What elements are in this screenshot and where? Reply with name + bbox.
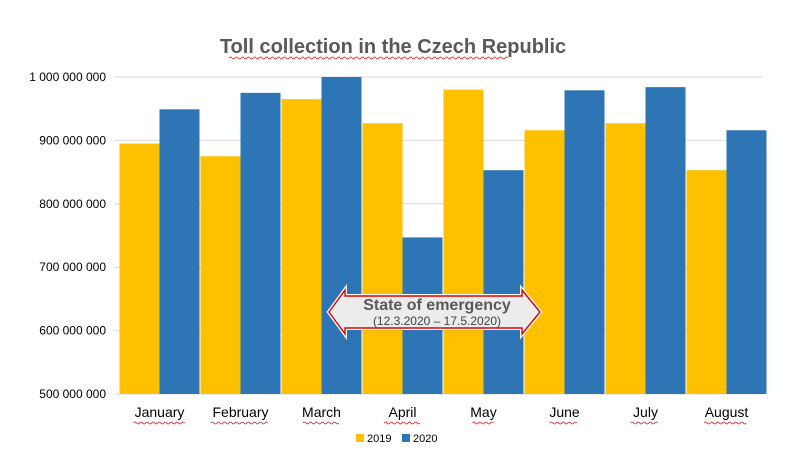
- spellcheck-underline: [210, 421, 269, 425]
- spellcheck-underline: [472, 421, 494, 425]
- y-tick-label: 1 000 000 000: [29, 70, 106, 84]
- spellcheck-underline: [703, 421, 747, 425]
- y-tick-label: 500 000 000: [39, 387, 106, 401]
- bar-2020-august: [726, 130, 767, 395]
- x-axis-labels: January February March April May June July Augu…: [133, 404, 749, 425]
- bar-2020-february: [240, 92, 281, 394]
- x-tick-label: April: [388, 404, 416, 420]
- y-tick-label: 600 000 000: [39, 324, 106, 338]
- bar-2019-july: [605, 123, 646, 395]
- bar-2020-july: [645, 87, 686, 395]
- chart-title: Toll collection in the Czech Republic: [220, 36, 566, 58]
- bar-2020-march: [321, 77, 362, 394]
- x-tick-label: August: [705, 404, 749, 420]
- spellcheck-underline: [302, 421, 340, 425]
- x-tick-label: July: [633, 404, 658, 420]
- x-tick-label: January: [135, 404, 185, 420]
- legend-swatch-2019: [356, 434, 364, 442]
- spellcheck-underline: [630, 421, 659, 425]
- spellcheck-underline: [228, 56, 509, 60]
- bar-2019-may: [443, 89, 484, 395]
- x-tick-label: February: [212, 404, 268, 420]
- x-tick-label: March: [302, 404, 341, 420]
- spellcheck-underline: [383, 421, 421, 425]
- bar-2019-august: [686, 170, 727, 394]
- x-tick-label: May: [470, 404, 496, 420]
- bars: [119, 77, 767, 395]
- bar-2020-may: [483, 170, 524, 394]
- bar-2019-january: [119, 143, 160, 394]
- bar-2019-april: [362, 123, 403, 395]
- annotation-subtitle: (12.3.2020 – 17.5.2020): [373, 314, 501, 328]
- legend-swatch-2020: [402, 434, 410, 442]
- spellcheck-underline: [549, 421, 578, 425]
- annotation-title: State of emergency: [363, 297, 511, 314]
- x-tick-label: June: [549, 404, 580, 420]
- legend-label-2019: 2019: [367, 433, 391, 445]
- legend: 2019 2020: [356, 433, 437, 445]
- bar-2020-january: [159, 109, 200, 395]
- y-tick-label: 900 000 000: [39, 133, 106, 147]
- spellcheck-underline: [133, 421, 185, 425]
- legend-label-2020: 2020: [413, 433, 437, 445]
- y-tick-label: 700 000 000: [39, 260, 106, 274]
- bar-2019-june: [524, 130, 565, 395]
- bar-2020-june: [564, 90, 605, 395]
- bar-2019-february: [200, 156, 241, 394]
- bar-2019-march: [281, 99, 322, 394]
- state-of-emergency-annotation: State of emergency (12.3.2020 – 17.5.202…: [326, 283, 543, 341]
- y-tick-label: 800 000 000: [39, 197, 106, 211]
- y-axis-tick-labels: 500 000 000 600 000 000 700 000 000 800 000…: [29, 70, 106, 401]
- double-arrow-shape: [328, 287, 541, 337]
